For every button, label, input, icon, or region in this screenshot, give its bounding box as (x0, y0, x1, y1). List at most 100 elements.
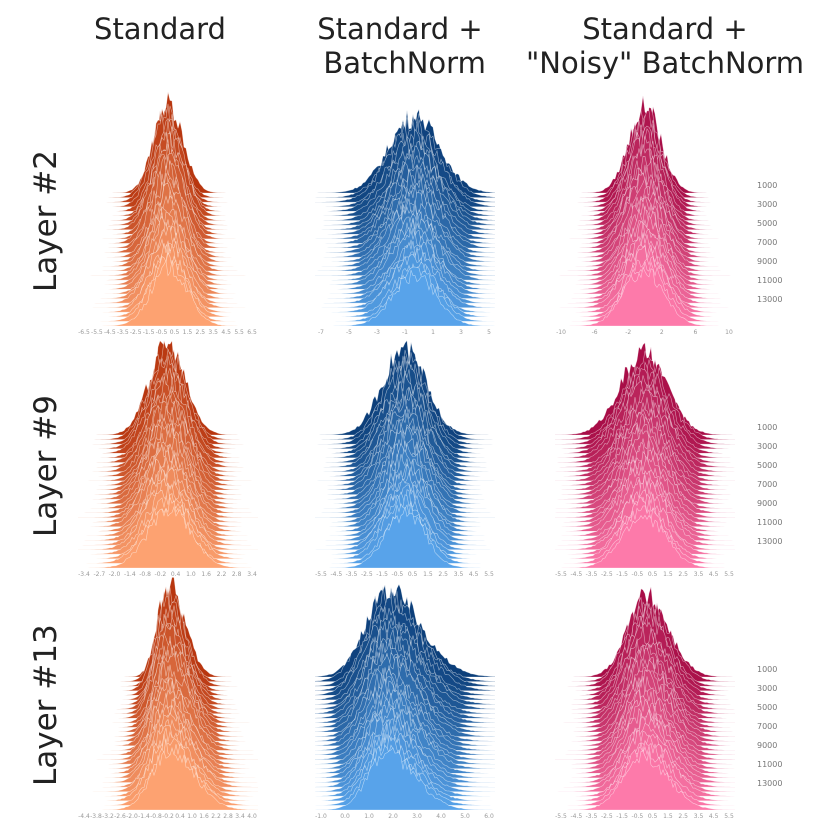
x-tick-label: 5.5 (234, 329, 244, 336)
x-tick-label: 2.5 (678, 571, 688, 578)
step-label: 7000 (757, 238, 777, 247)
x-tick-label: 3.5 (454, 571, 464, 578)
ridge-30 (555, 750, 736, 811)
x-tick-label: -3.2 (102, 813, 114, 820)
step-label: 1000 (757, 423, 777, 432)
x-tick-label: -3 (374, 329, 380, 336)
x-tick-label: -3.5 (346, 571, 358, 578)
x-tick-label: 1.5 (423, 571, 433, 578)
x-tick-label: 2.5 (196, 329, 206, 336)
x-tick-label: -6.5 (78, 329, 90, 336)
row-title-layer-2: Layer #2 (28, 150, 64, 292)
x-tick-label: 1.5 (183, 329, 193, 336)
x-tick-label: -2.5 (601, 813, 613, 820)
panel-layer9-batchnorm: -5.5 -4.5 -3.5 -2.5 -1.5 -0.5 0.5 1.5 2.5 3.5 4.5 5… (314, 339, 496, 578)
step-label: 11000 (757, 276, 782, 285)
panel-layer13-noisy: -5.5 -4.5 -3.5 -2.5 -1.5 -0.5 0.5 1.5 2.5 3.5 4.5 5… (554, 586, 782, 820)
row-title-layer-9: Layer #9 (28, 395, 64, 537)
panel-layer9-standard: -3.4 -2.7 -2.0 -1.4 -0.8 -0.2 0.4 1.0 1.6 2.2 2.8 3… (77, 339, 259, 578)
x-tick-label: 4.5 (469, 571, 479, 578)
x-tick-label: 5.5 (724, 813, 734, 820)
x-tick-label: 0.4 (171, 571, 181, 578)
x-tick-label: -2.5 (130, 329, 142, 336)
panel-layer2-noisy: -10 -6 -2 2 6 10 1000 3000 5000 7000 9000 11000 1300… (555, 95, 782, 336)
x-tick-label: -2.0 (126, 813, 138, 820)
x-tick-label: 3.5 (694, 571, 704, 578)
x-tick-label: 0.5 (648, 571, 658, 578)
x-tick-label: -0.8 (139, 571, 151, 578)
step-label: 11000 (757, 518, 782, 527)
ridge-30 (315, 507, 495, 569)
x-tick-label: -0.2 (155, 571, 167, 578)
step-label: 9000 (757, 741, 777, 750)
row-title-layer-13: Layer #13 (28, 624, 64, 786)
x-tick-label: -3.8 (90, 813, 102, 820)
x-tick-label: -10 (556, 329, 566, 336)
x-tick-label: 2 (660, 329, 664, 336)
ridge-30 (78, 259, 258, 327)
x-tick-label: -4.5 (330, 571, 342, 578)
x-tick-label: -3.4 (78, 571, 90, 578)
panel-layer9-noisy: -5.5 -4.5 -3.5 -2.5 -1.5 -0.5 0.5 1.5 2.5 3.5 4.5 5… (554, 342, 782, 578)
x-tick-label: 4.0 (247, 813, 257, 820)
x-tick-label: -4.5 (570, 571, 582, 578)
x-tick-label: 1.0 (364, 813, 374, 820)
x-tick-label: -5.5 (555, 571, 567, 578)
step-label: 13000 (757, 295, 782, 304)
x-tick-label: -1 (402, 329, 408, 336)
x-tick-label: 5.5 (484, 571, 494, 578)
x-tick-label: 1.5 (663, 571, 673, 578)
step-label: 5000 (757, 219, 777, 228)
x-tick-label: 4.5 (221, 329, 231, 336)
step-label: 7000 (757, 722, 777, 731)
x-tick-label: -2.5 (361, 571, 373, 578)
step-label: 9000 (757, 257, 777, 266)
x-tick-label: 2.5 (438, 571, 448, 578)
x-tick-label: 2.8 (223, 813, 233, 820)
panel-layer2-batchnorm: -7 -5 -3 -1 1 3 5 (314, 108, 496, 336)
x-tick-label: -4.5 (104, 329, 116, 336)
column-title-batchnorm: Standard + BatchNorm (317, 12, 486, 80)
x-tick-label: 1.0 (186, 571, 196, 578)
x-tick-label: 0.5 (648, 813, 658, 820)
step-label: 11000 (757, 760, 782, 769)
ridge-30 (314, 747, 495, 811)
ridge-30 (78, 505, 258, 569)
x-tick-label: 3.4 (235, 813, 245, 820)
x-tick-label: -0.5 (632, 571, 644, 578)
step-label: 5000 (757, 461, 777, 470)
x-tick-label: -5.5 (91, 329, 103, 336)
x-tick-label: 2.0 (388, 813, 398, 820)
x-tick-label: 6 (693, 329, 697, 336)
x-tick-label: -0.5 (392, 571, 404, 578)
x-tick-label: -0.2 (162, 813, 174, 820)
x-tick-label: 5 (487, 329, 491, 336)
x-tick-label: -0.5 (156, 329, 168, 336)
x-tick-label: 1 (431, 329, 435, 336)
x-tick-label: 6.0 (484, 813, 494, 820)
x-tick-label: 3.0 (412, 813, 422, 820)
x-tick-label: 2.2 (217, 571, 227, 578)
column-title-standard: Standard (94, 12, 226, 46)
x-tick-label: -4.5 (570, 813, 582, 820)
x-tick-label: 10 (725, 329, 733, 336)
x-tick-label: -2.6 (114, 813, 126, 820)
step-label: 3000 (757, 442, 777, 451)
x-tick-label: 3.4 (247, 571, 257, 578)
step-label: 9000 (757, 499, 777, 508)
x-tick-label: -2.7 (93, 571, 105, 578)
step-label: 13000 (757, 537, 782, 546)
x-tick-label: 5.5 (724, 571, 734, 578)
x-tick-label: -7 (318, 329, 324, 336)
x-tick-label: -2.5 (601, 571, 613, 578)
x-tick-label: -1.4 (138, 813, 150, 820)
step-label: 1000 (757, 665, 777, 674)
x-tick-label: -1.4 (124, 571, 136, 578)
x-tick-label: -3.5 (586, 813, 598, 820)
x-tick-label: 1.0 (187, 813, 197, 820)
x-tick-label: 4.5 (709, 813, 719, 820)
step-label: 7000 (757, 480, 777, 489)
x-tick-label: -1.5 (143, 329, 155, 336)
x-tick-label: -3.5 (586, 571, 598, 578)
ridge-30 (555, 514, 735, 569)
